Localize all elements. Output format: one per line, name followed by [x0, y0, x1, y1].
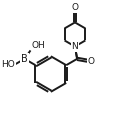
Text: B: B	[21, 54, 28, 64]
Text: O: O	[88, 57, 95, 66]
Text: HO: HO	[1, 60, 15, 69]
Text: O: O	[71, 3, 78, 12]
Text: N: N	[72, 42, 78, 51]
Text: OH: OH	[31, 41, 45, 50]
